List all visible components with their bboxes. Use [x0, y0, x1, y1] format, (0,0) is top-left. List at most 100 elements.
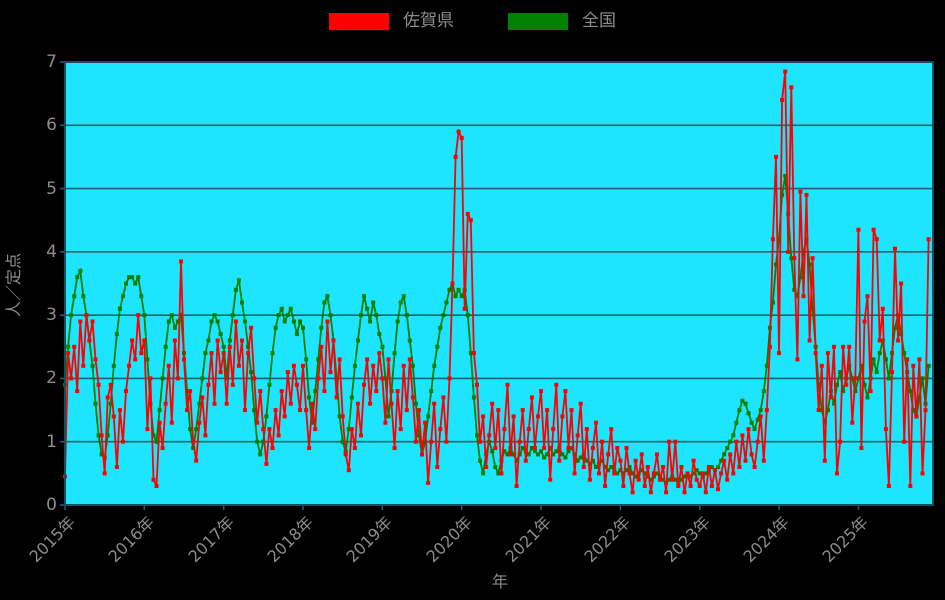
- data-point-saga: [111, 414, 116, 419]
- data-point-zenkoku: [615, 471, 620, 476]
- data-point-saga: [862, 319, 867, 324]
- data-point-saga: [703, 490, 708, 495]
- data-point-saga: [99, 433, 104, 438]
- data-point-saga: [624, 446, 629, 450]
- data-point-zenkoku: [417, 433, 421, 438]
- data-point-zenkoku: [893, 325, 897, 330]
- data-point-zenkoku: [673, 477, 678, 482]
- data-point-saga: [493, 446, 498, 450]
- data-point-saga: [206, 382, 211, 387]
- data-point-zenkoku: [105, 433, 110, 438]
- y-tick-label: 6: [46, 115, 57, 136]
- data-point-zenkoku: [703, 471, 708, 476]
- data-point-saga: [413, 439, 418, 444]
- data-point-saga: [319, 344, 324, 349]
- data-point-saga: [221, 351, 226, 356]
- y-tick-label: 7: [46, 52, 57, 72]
- data-point-saga: [792, 256, 797, 261]
- data-point-saga: [877, 338, 882, 343]
- data-point-zenkoku: [709, 465, 714, 469]
- data-point-saga: [453, 154, 458, 159]
- data-point-saga: [475, 382, 479, 387]
- data-point-zenkoku: [832, 401, 836, 406]
- data-point-zenkoku: [157, 408, 162, 413]
- data-point-zenkoku: [526, 452, 531, 457]
- data-point-saga: [856, 227, 861, 232]
- data-point-saga: [298, 408, 302, 413]
- data-point-zenkoku: [236, 278, 241, 283]
- data-point-saga: [346, 468, 351, 473]
- data-point-zenkoku: [270, 351, 275, 356]
- data-point-saga: [609, 427, 614, 432]
- data-point-zenkoku: [633, 474, 638, 479]
- data-point-saga: [374, 389, 379, 394]
- data-point-zenkoku: [755, 417, 760, 422]
- data-point-zenkoku: [908, 389, 913, 394]
- data-point-zenkoku: [743, 401, 748, 406]
- data-point-saga: [285, 370, 290, 375]
- data-point-zenkoku: [850, 376, 855, 381]
- data-point-saga: [337, 357, 342, 362]
- data-point-zenkoku: [618, 468, 623, 473]
- data-point-saga: [401, 363, 406, 368]
- data-point-zenkoku: [645, 474, 650, 479]
- data-point-saga: [121, 439, 125, 444]
- data-point-saga: [529, 395, 534, 400]
- data-point-zenkoku: [218, 332, 223, 337]
- data-point-zenkoku: [121, 294, 125, 299]
- data-point-zenkoku: [349, 395, 354, 400]
- data-point-saga: [334, 395, 339, 400]
- data-point-saga: [801, 294, 806, 299]
- data-point-zenkoku: [539, 449, 543, 454]
- data-point-zenkoku: [877, 351, 882, 356]
- data-point-saga: [905, 357, 910, 362]
- data-point-saga: [456, 129, 461, 134]
- data-point-saga: [813, 351, 818, 356]
- legend-label-saga: 佐賀県: [403, 10, 454, 31]
- data-point-saga: [835, 471, 839, 476]
- data-point-zenkoku: [444, 300, 449, 305]
- data-point-zenkoku: [752, 427, 757, 432]
- data-point-zenkoku: [856, 376, 861, 381]
- data-point-saga: [465, 211, 470, 216]
- data-point-saga: [600, 439, 605, 444]
- data-point-zenkoku: [798, 275, 803, 280]
- data-point-zenkoku: [160, 376, 165, 381]
- data-point-zenkoku: [279, 306, 284, 311]
- data-point-zenkoku: [465, 313, 470, 318]
- data-point-saga: [478, 439, 482, 444]
- data-point-saga: [471, 351, 476, 356]
- data-point-zenkoku: [316, 357, 321, 362]
- data-point-zenkoku: [603, 465, 608, 469]
- data-point-saga: [590, 446, 595, 450]
- data-point-saga: [655, 452, 659, 457]
- data-point-saga: [87, 338, 92, 343]
- data-point-zenkoku: [142, 313, 147, 318]
- data-point-zenkoku: [340, 439, 345, 444]
- data-point-saga: [621, 484, 626, 488]
- data-point-zenkoku: [209, 319, 214, 324]
- data-point-zenkoku: [346, 427, 351, 432]
- data-point-zenkoku: [81, 294, 86, 299]
- data-point-saga: [157, 420, 162, 425]
- data-point-saga: [407, 357, 412, 362]
- data-point-zenkoku: [139, 294, 144, 299]
- data-point-saga: [142, 338, 147, 343]
- data-point-zenkoku: [374, 313, 379, 318]
- data-point-saga: [786, 249, 791, 254]
- data-point-saga: [859, 446, 864, 450]
- data-point-zenkoku: [590, 458, 595, 463]
- data-point-saga: [108, 382, 113, 387]
- data-point-saga: [810, 256, 815, 261]
- data-point-zenkoku: [838, 370, 843, 375]
- data-point-zenkoku: [230, 313, 235, 318]
- data-point-zenkoku: [294, 332, 299, 337]
- data-point-saga: [758, 414, 763, 419]
- data-point-saga: [179, 259, 183, 264]
- data-point-zenkoku: [322, 300, 327, 305]
- data-point-saga: [127, 363, 132, 368]
- data-point-saga: [636, 477, 641, 482]
- data-point-saga: [395, 389, 400, 394]
- data-point-saga: [81, 363, 86, 368]
